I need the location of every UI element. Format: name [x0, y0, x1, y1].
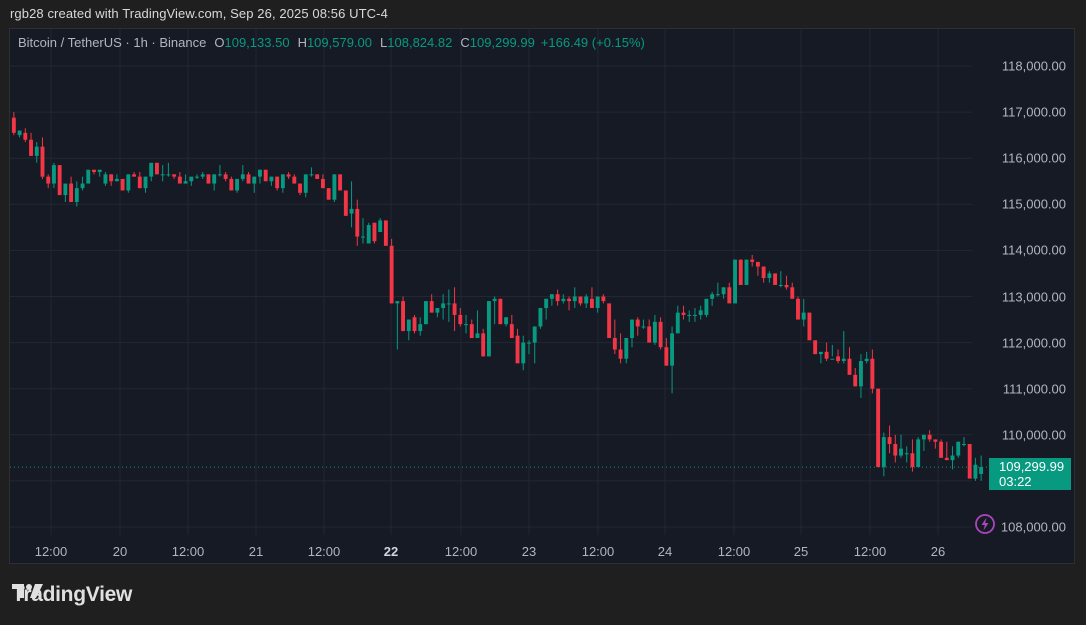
last-price-tag: 109,299.99 03:22 — [989, 458, 1071, 490]
change-value: +166.49 (+0.15%) — [540, 35, 645, 50]
low-label: L — [380, 35, 388, 50]
time-tick-label: 12:00 — [34, 544, 68, 559]
time-tick-label: 23 — [521, 544, 537, 559]
low-value: 108,824.82 — [387, 35, 453, 50]
price-tick-label: 115,000.00 — [1001, 196, 1066, 212]
open-label: O — [214, 35, 225, 50]
price-tick-label: 108,000.00 — [1000, 519, 1066, 535]
time-tick-label: 12:00 — [444, 544, 478, 559]
symbol-label[interactable]: Bitcoin / TetherUS · 1h · Binance — [18, 35, 207, 50]
bar-countdown: 03:22 — [999, 474, 1032, 489]
price-tick-label: 110,000.00 — [1001, 427, 1066, 443]
time-tick-label: 12:00 — [171, 544, 205, 559]
time-tick-label: 26 — [930, 544, 946, 559]
time-tick-label: 12:00 — [853, 544, 887, 559]
high-value: 109,579.00 — [306, 35, 373, 50]
time-tick-label: 24 — [657, 544, 673, 559]
lightning-icon[interactable] — [974, 513, 996, 535]
time-tick-label: 12:00 — [717, 544, 751, 559]
price-tick-label: 113,000.00 — [1001, 289, 1066, 304]
open-value: 109,133.50 — [224, 35, 290, 50]
high-label: H — [297, 35, 307, 50]
time-tick-label: 21 — [248, 544, 264, 559]
brand-name: TradingView — [12, 583, 133, 606]
close-value: 109,299.99 — [469, 35, 535, 50]
tradingview-logo-icon — [12, 584, 43, 598]
time-tick-label: 22 — [383, 544, 399, 559]
close-label: C — [460, 35, 470, 50]
time-tick-label: 12:00 — [581, 544, 615, 559]
ohlc-legend: Bitcoin / TetherUS · 1h · Binance O109,13… — [18, 35, 645, 50]
time-tick-label: 12:00 — [307, 544, 341, 559]
price-tick-label: 112,000.00 — [1001, 335, 1066, 351]
price-tick-label: 114,000.00 — [1001, 242, 1066, 258]
price-tick-label: 116,000.00 — [1001, 150, 1066, 166]
tradingview-logo[interactable]: TradingView — [12, 583, 132, 607]
chart-credit: rgb28 created with TradingView.com, Sep … — [10, 6, 388, 21]
price-tick-label: 117,000.00 — [1001, 104, 1066, 120]
price-tick-label: 118,000.00 — [1001, 58, 1066, 74]
last-price: 109,299.99 — [999, 459, 1065, 474]
time-tick-label: 20 — [112, 544, 128, 559]
price-tick-label: 111,000.00 — [1002, 381, 1066, 397]
time-tick-label: 25 — [793, 544, 809, 559]
